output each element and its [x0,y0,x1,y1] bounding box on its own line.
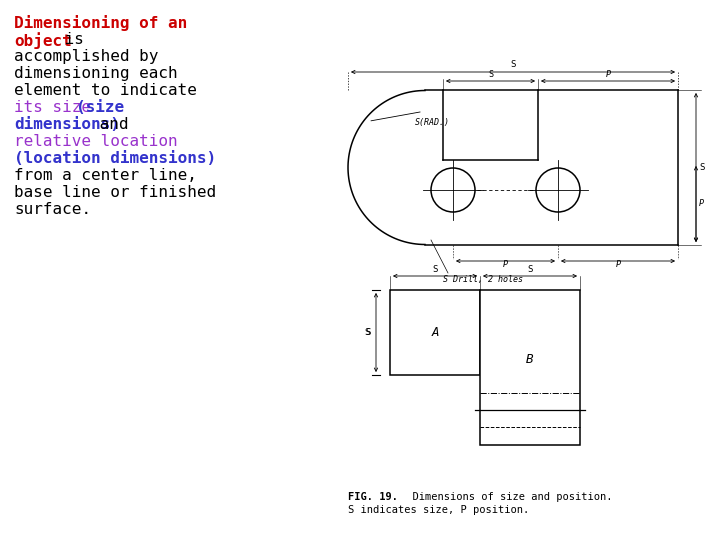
Bar [390,290,480,375]
Text: A: A [431,326,438,339]
Bar [480,290,580,445]
Text: its size: its size [14,100,101,115]
Text: accomplished by: accomplished by [14,49,158,64]
Text: dimensioning each: dimensioning each [14,66,178,81]
Text: (location dimensions): (location dimensions) [14,151,216,166]
Text: S: S [364,328,369,337]
Text: S: S [432,265,438,274]
Text: from a center line,: from a center line, [14,168,197,183]
Text: and: and [90,117,128,132]
Text: S: S [488,70,493,79]
Text: S: S [365,328,371,337]
Text: P: P [606,70,611,79]
Text: object: object [14,32,72,49]
Text: P: P [503,260,508,269]
Text: S indicates size, P position.: S indicates size, P position. [348,505,529,515]
Text: S: S [527,265,533,274]
Text: S: S [699,163,704,172]
Text: FIG. 19.: FIG. 19. [348,492,398,502]
Text: S Drill, 2 holes: S Drill, 2 holes [443,275,523,284]
Text: Dimensioning of an: Dimensioning of an [14,15,187,31]
Text: dimensions): dimensions) [14,117,120,132]
Text: is: is [55,32,84,47]
Text: P: P [699,199,704,208]
Text: relative location: relative location [14,134,178,149]
Text: surface.: surface. [14,202,91,217]
Text: Dimensions of size and position.: Dimensions of size and position. [400,492,613,502]
Text: base line or finished: base line or finished [14,185,216,200]
Text: (size: (size [76,100,125,115]
Text: S(RAD.): S(RAD.) [415,118,450,127]
Text: S: S [510,60,516,69]
Text: P: P [616,260,621,269]
Text: element to indicate: element to indicate [14,83,197,98]
Text: B: B [526,353,534,366]
